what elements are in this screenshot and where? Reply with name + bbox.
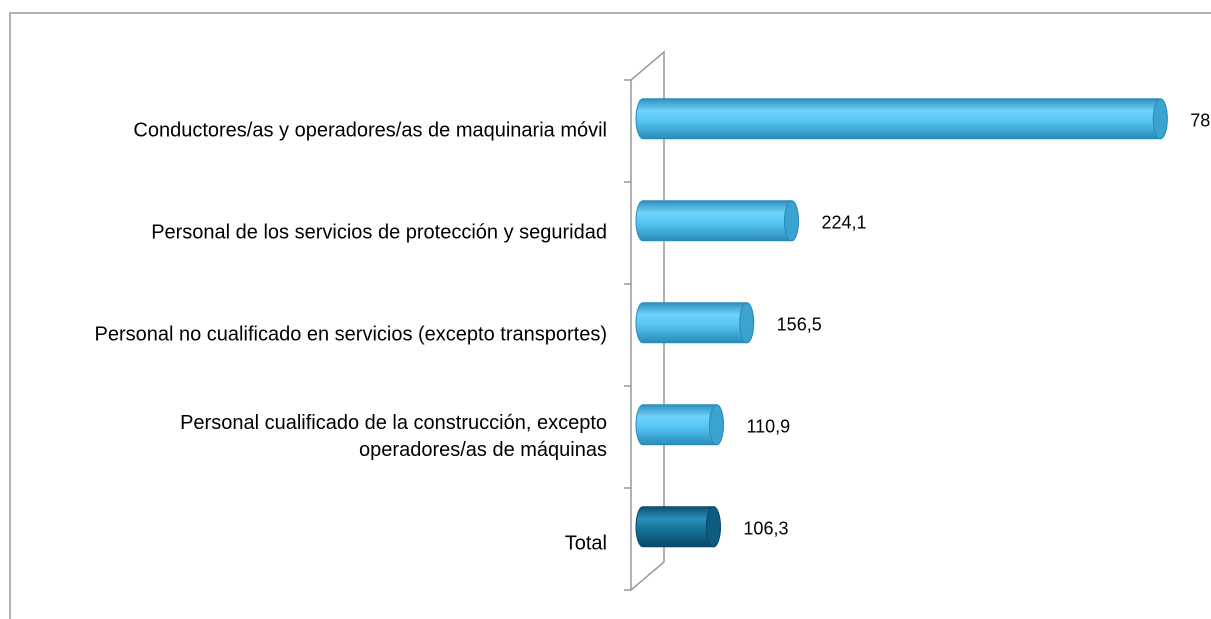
category-label: Conductores/as y operadores/as de maquin… — [133, 119, 607, 142]
category-label: Personal cualificado de la construcción,… — [180, 412, 607, 461]
value-label: 106,3 — [743, 519, 788, 539]
bar — [635, 98, 1168, 140]
category-label: Personal no cualificado en servicios (ex… — [94, 323, 607, 346]
bar-cap — [783, 200, 799, 242]
bar-cap — [1152, 98, 1168, 140]
category-label: Personal de los servicios de protección … — [151, 221, 607, 244]
bar-cap — [708, 404, 724, 446]
bar — [635, 200, 799, 242]
value-label: 156,5 — [777, 315, 822, 335]
bar — [635, 302, 755, 344]
axis-wall — [624, 50, 665, 592]
category-label: Total — [564, 532, 607, 555]
bar-cap — [739, 302, 755, 344]
value-label: 224,1 — [821, 213, 866, 233]
value-label: 110,9 — [746, 417, 790, 437]
value-label: 780,8 — [1190, 111, 1211, 131]
frame — [9, 12, 1211, 619]
bar-cap — [705, 506, 721, 548]
